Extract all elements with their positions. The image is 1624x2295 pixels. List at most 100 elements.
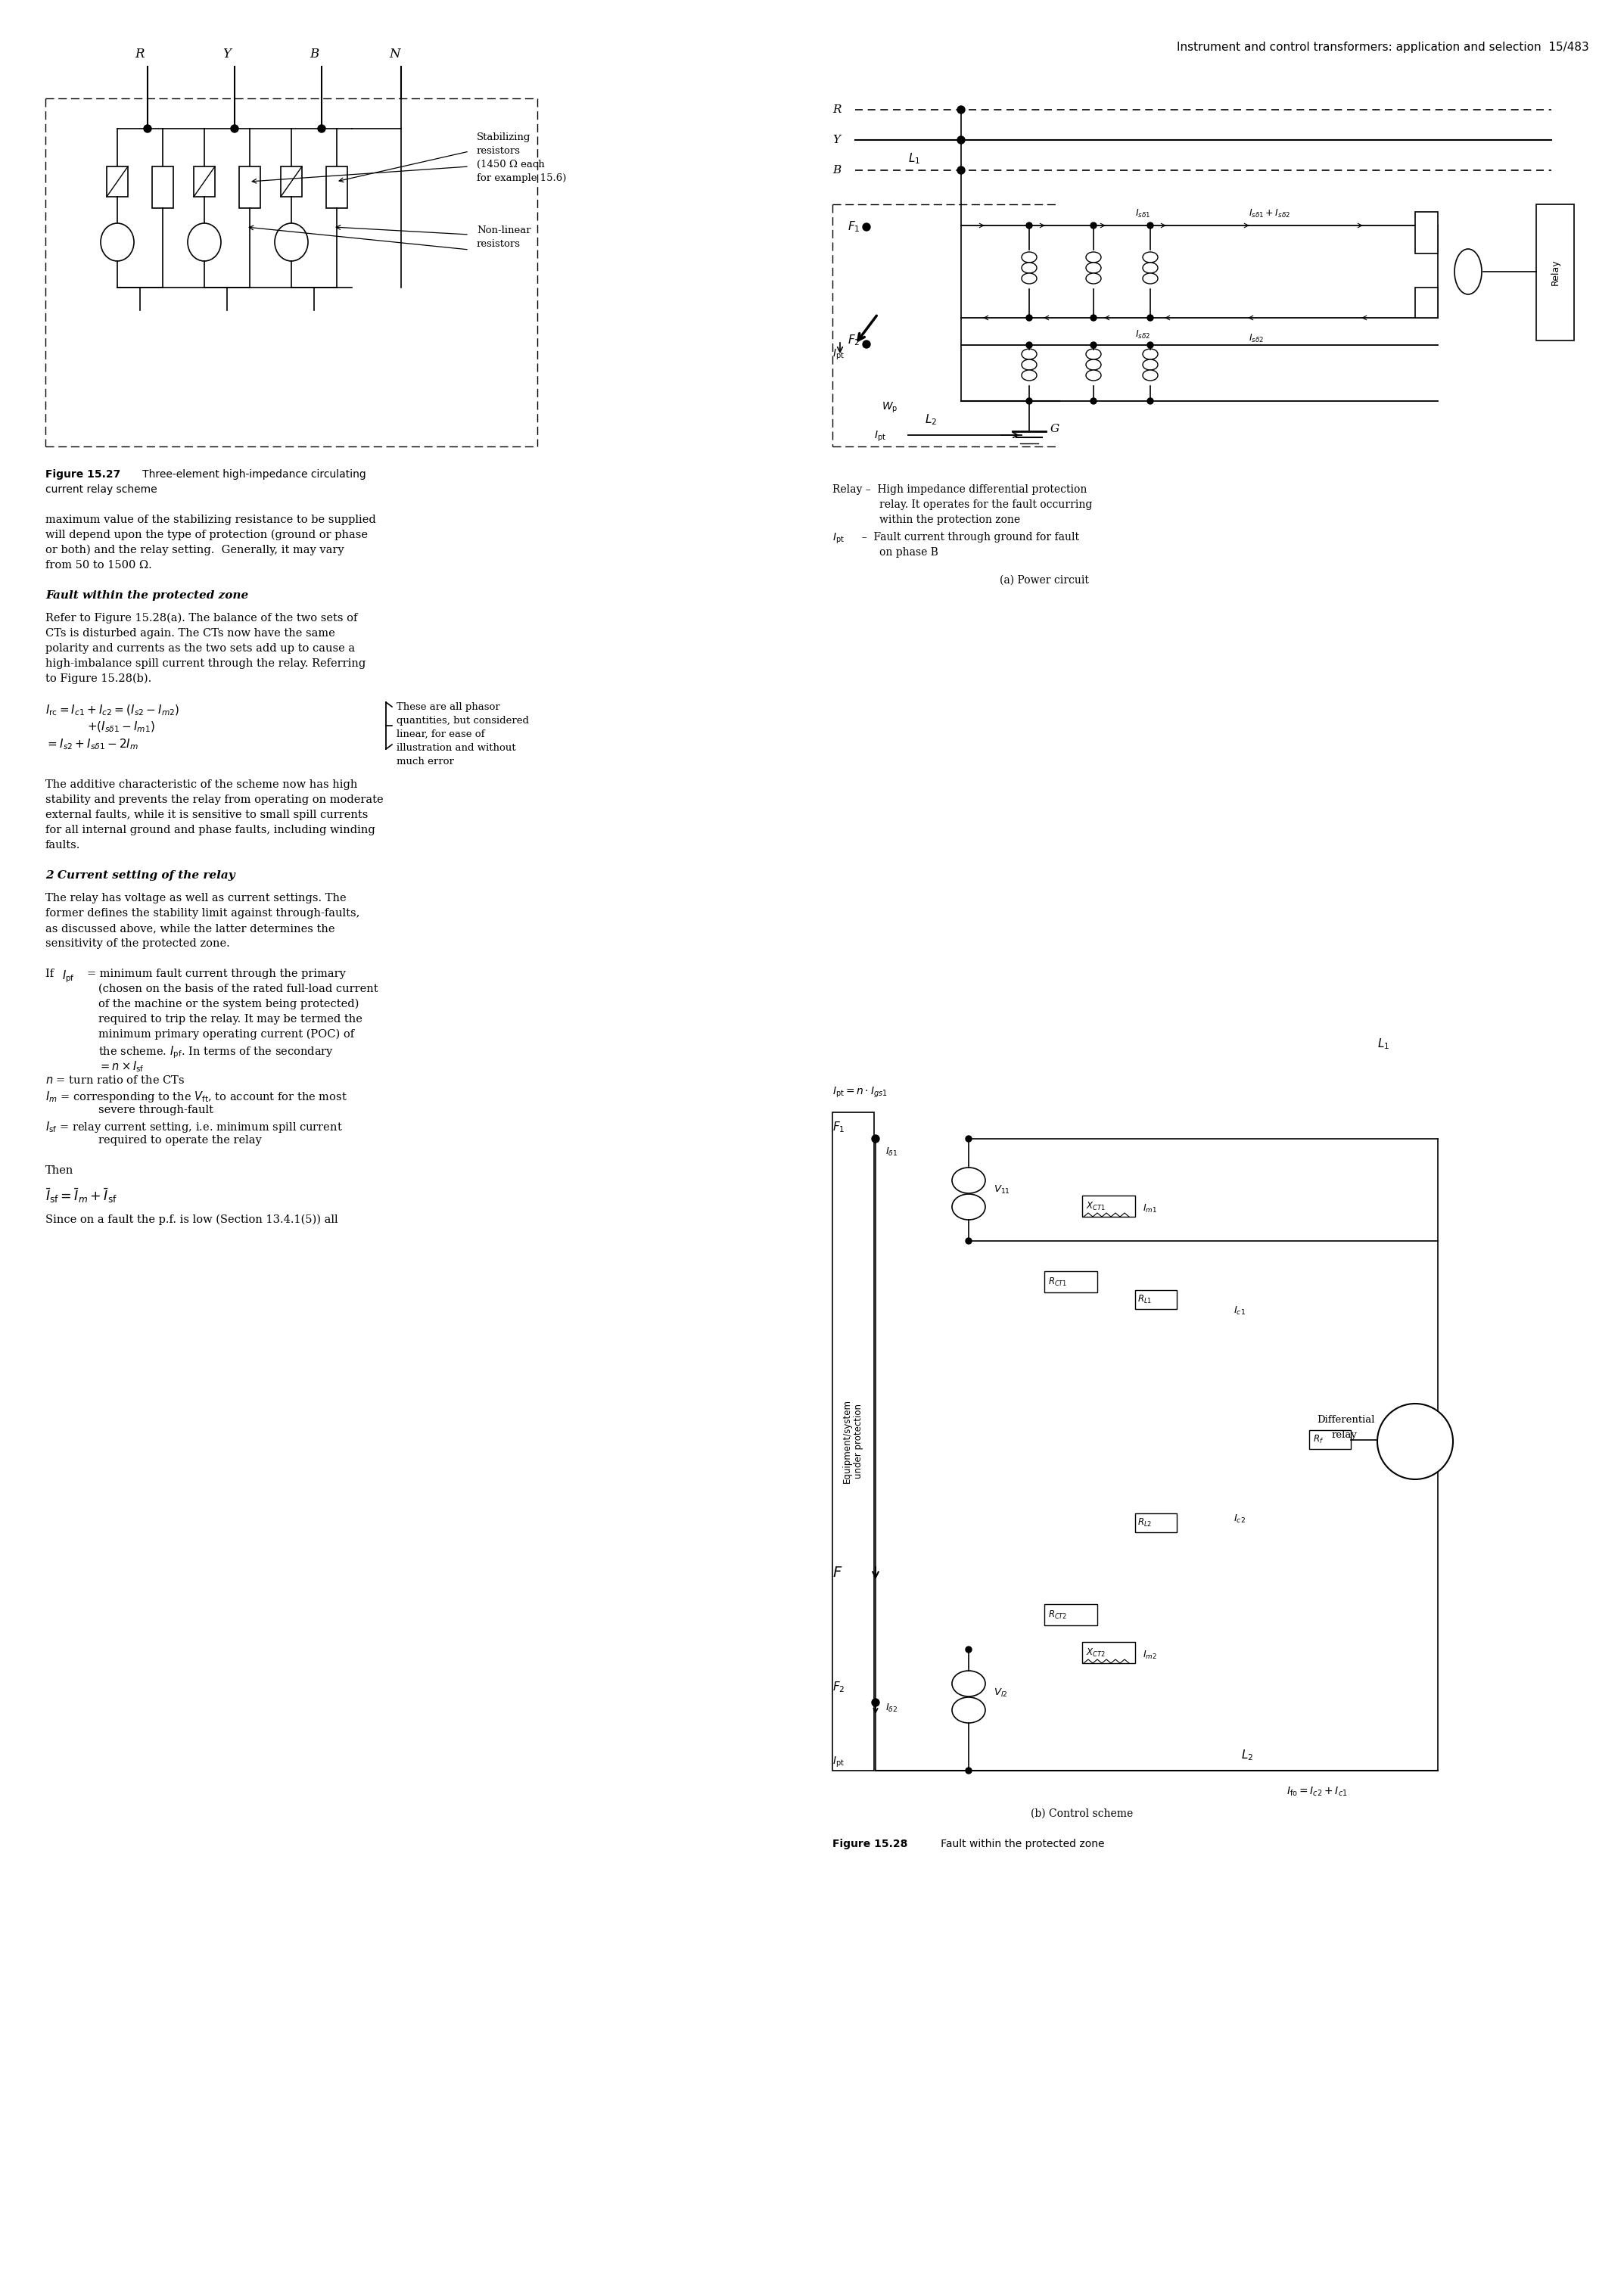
- Text: $I_{\rm rc} = I_{c1} + I_{c2} = (I_{s2} - I_{m2})$: $I_{\rm rc} = I_{c1} + I_{c2} = (I_{s2} …: [45, 705, 180, 718]
- Bar: [281, 168, 302, 197]
- Circle shape: [872, 1698, 879, 1705]
- Text: (chosen on the basis of the rated full-load current: (chosen on the basis of the rated full-l…: [99, 985, 378, 994]
- Text: $R_{L2}$: $R_{L2}$: [1137, 1517, 1151, 1528]
- Circle shape: [231, 124, 239, 133]
- Text: These are all phasor: These are all phasor: [396, 702, 500, 711]
- Bar: [1309, 1430, 1351, 1448]
- Text: Differential: Differential: [1317, 1416, 1374, 1425]
- Text: $R_{L1}$: $R_{L1}$: [1137, 1294, 1151, 1306]
- Text: minimum primary operating current (POC) of: minimum primary operating current (POC) …: [99, 1028, 354, 1040]
- Circle shape: [1026, 342, 1033, 349]
- Ellipse shape: [1143, 349, 1158, 360]
- Ellipse shape: [1021, 360, 1036, 369]
- Text: $I_{\rm pf}$: $I_{\rm pf}$: [62, 968, 75, 985]
- Text: $I_{\rm pt}$: $I_{\rm pt}$: [833, 532, 844, 546]
- Text: from 50 to 1500 Ω.: from 50 to 1500 Ω.: [45, 560, 153, 571]
- Circle shape: [1090, 223, 1096, 230]
- Circle shape: [1026, 314, 1033, 321]
- Text: Figure 15.27: Figure 15.27: [45, 468, 120, 480]
- Text: $I_{s\delta 1}$: $I_{s\delta 1}$: [1135, 209, 1150, 220]
- Text: former defines the stability limit against through-faults,: former defines the stability limit again…: [45, 909, 361, 918]
- Circle shape: [1147, 223, 1153, 230]
- Circle shape: [1147, 314, 1153, 321]
- Text: = minimum fault current through the primary: = minimum fault current through the prim…: [88, 968, 346, 980]
- Circle shape: [1147, 342, 1153, 349]
- Text: $I_{\rm pt}$: $I_{\rm pt}$: [833, 349, 844, 363]
- Ellipse shape: [1021, 262, 1036, 273]
- Text: maximum value of the stabilizing resistance to be supplied: maximum value of the stabilizing resista…: [45, 514, 375, 526]
- Text: R: R: [135, 48, 145, 60]
- Circle shape: [862, 340, 870, 349]
- Bar: [1082, 1196, 1135, 1216]
- Text: will depend upon the type of protection (ground or phase: will depend upon the type of protection …: [45, 530, 367, 542]
- Bar: [153, 168, 174, 209]
- Text: Since on a fault the p.f. is low (Section 13.4.1(5)) all: Since on a fault the p.f. is low (Sectio…: [45, 1214, 338, 1226]
- Bar: [193, 168, 214, 197]
- Text: CTs is disturbed again. The CTs now have the same: CTs is disturbed again. The CTs now have…: [45, 629, 335, 638]
- Ellipse shape: [1086, 262, 1101, 273]
- Circle shape: [318, 124, 325, 133]
- Circle shape: [957, 135, 965, 145]
- Ellipse shape: [1086, 273, 1101, 285]
- Circle shape: [966, 1136, 971, 1143]
- Ellipse shape: [1143, 369, 1158, 381]
- Text: The relay has voltage as well as current settings. The: The relay has voltage as well as current…: [45, 893, 346, 904]
- Text: $= I_{s2} + I_{s\delta 1} - 2I_m$: $= I_{s2} + I_{s\delta 1} - 2I_m$: [45, 737, 138, 750]
- Text: Refer to Figure 15.28(a). The balance of the two sets of: Refer to Figure 15.28(a). The balance of…: [45, 613, 357, 624]
- Text: If: If: [45, 968, 60, 980]
- Text: Figure 15.28: Figure 15.28: [833, 1838, 908, 1850]
- Text: G: G: [1051, 425, 1059, 434]
- Text: faults.: faults.: [45, 840, 81, 851]
- Text: $I_{c2}$: $I_{c2}$: [1234, 1512, 1246, 1524]
- Text: quantities, but considered: quantities, but considered: [396, 716, 529, 725]
- Text: $V_{I2}$: $V_{I2}$: [994, 1687, 1009, 1698]
- Ellipse shape: [952, 1671, 986, 1696]
- Text: the scheme. $I_{\rm pf}$. In terms of the secondary: the scheme. $I_{\rm pf}$. In terms of th…: [99, 1044, 335, 1060]
- Text: $I_{\rm pt}$: $I_{\rm pt}$: [833, 1756, 844, 1769]
- Ellipse shape: [1143, 262, 1158, 273]
- Circle shape: [145, 124, 151, 133]
- Bar: [1044, 1604, 1098, 1625]
- Ellipse shape: [1021, 349, 1036, 360]
- Text: illustration and without: illustration and without: [396, 744, 516, 753]
- Circle shape: [957, 168, 965, 174]
- Text: $W_{\rm p}$: $W_{\rm p}$: [882, 402, 898, 415]
- Text: $V_{11}$: $V_{11}$: [994, 1184, 1010, 1196]
- Ellipse shape: [1086, 252, 1101, 262]
- Bar: [1415, 287, 1437, 317]
- Text: high-imbalance spill current through the relay. Referring: high-imbalance spill current through the…: [45, 659, 365, 668]
- Ellipse shape: [1143, 273, 1158, 285]
- Text: on phase B: on phase B: [879, 546, 939, 558]
- Text: $I_m$ = corresponding to the $V_{\rm ft}$, to account for the most: $I_m$ = corresponding to the $V_{\rm ft}…: [45, 1090, 348, 1104]
- Text: Fault within the protected zone: Fault within the protected zone: [931, 1838, 1104, 1850]
- Text: $I_{c1}$: $I_{c1}$: [1234, 1306, 1246, 1317]
- Text: $R_{CT2}$: $R_{CT2}$: [1047, 1609, 1067, 1620]
- Text: Then: Then: [45, 1166, 73, 1175]
- Circle shape: [1090, 342, 1096, 349]
- Circle shape: [862, 223, 870, 232]
- Text: resistors: resistors: [477, 147, 521, 156]
- Ellipse shape: [1143, 252, 1158, 262]
- Text: to Figure 15.28(b).: to Figure 15.28(b).: [45, 672, 151, 684]
- Text: $F_2$: $F_2$: [833, 1680, 844, 1694]
- Ellipse shape: [1021, 252, 1036, 262]
- Text: $L_2$: $L_2$: [1241, 1749, 1254, 1763]
- Bar: [1135, 1290, 1177, 1308]
- Text: Equipment/system
under protection: Equipment/system under protection: [843, 1400, 864, 1483]
- Ellipse shape: [1143, 360, 1158, 369]
- Text: or both) and the relay setting.  Generally, it may vary: or both) and the relay setting. Generall…: [45, 544, 344, 555]
- Circle shape: [966, 1767, 971, 1774]
- Text: (a) Power circuit: (a) Power circuit: [1000, 576, 1090, 585]
- Circle shape: [1090, 397, 1096, 404]
- Text: R: R: [833, 103, 841, 115]
- Text: polarity and currents as the two sets add up to cause a: polarity and currents as the two sets ad…: [45, 643, 356, 654]
- Bar: [833, 1113, 874, 1772]
- Text: $L_1$: $L_1$: [908, 151, 921, 165]
- Text: $I_{\rm pt}$: $I_{\rm pt}$: [874, 429, 887, 443]
- Text: N: N: [390, 48, 401, 60]
- Text: $= n \times I_{\rm sf}$: $= n \times I_{\rm sf}$: [99, 1060, 145, 1074]
- Text: $n$ = turn ratio of the CTs: $n$ = turn ratio of the CTs: [45, 1074, 185, 1086]
- Circle shape: [966, 1646, 971, 1652]
- Text: B: B: [833, 165, 841, 174]
- Text: $I_{\rm sf}$ = relay current setting, i.e. minimum spill current: $I_{\rm sf}$ = relay current setting, i.…: [45, 1120, 343, 1134]
